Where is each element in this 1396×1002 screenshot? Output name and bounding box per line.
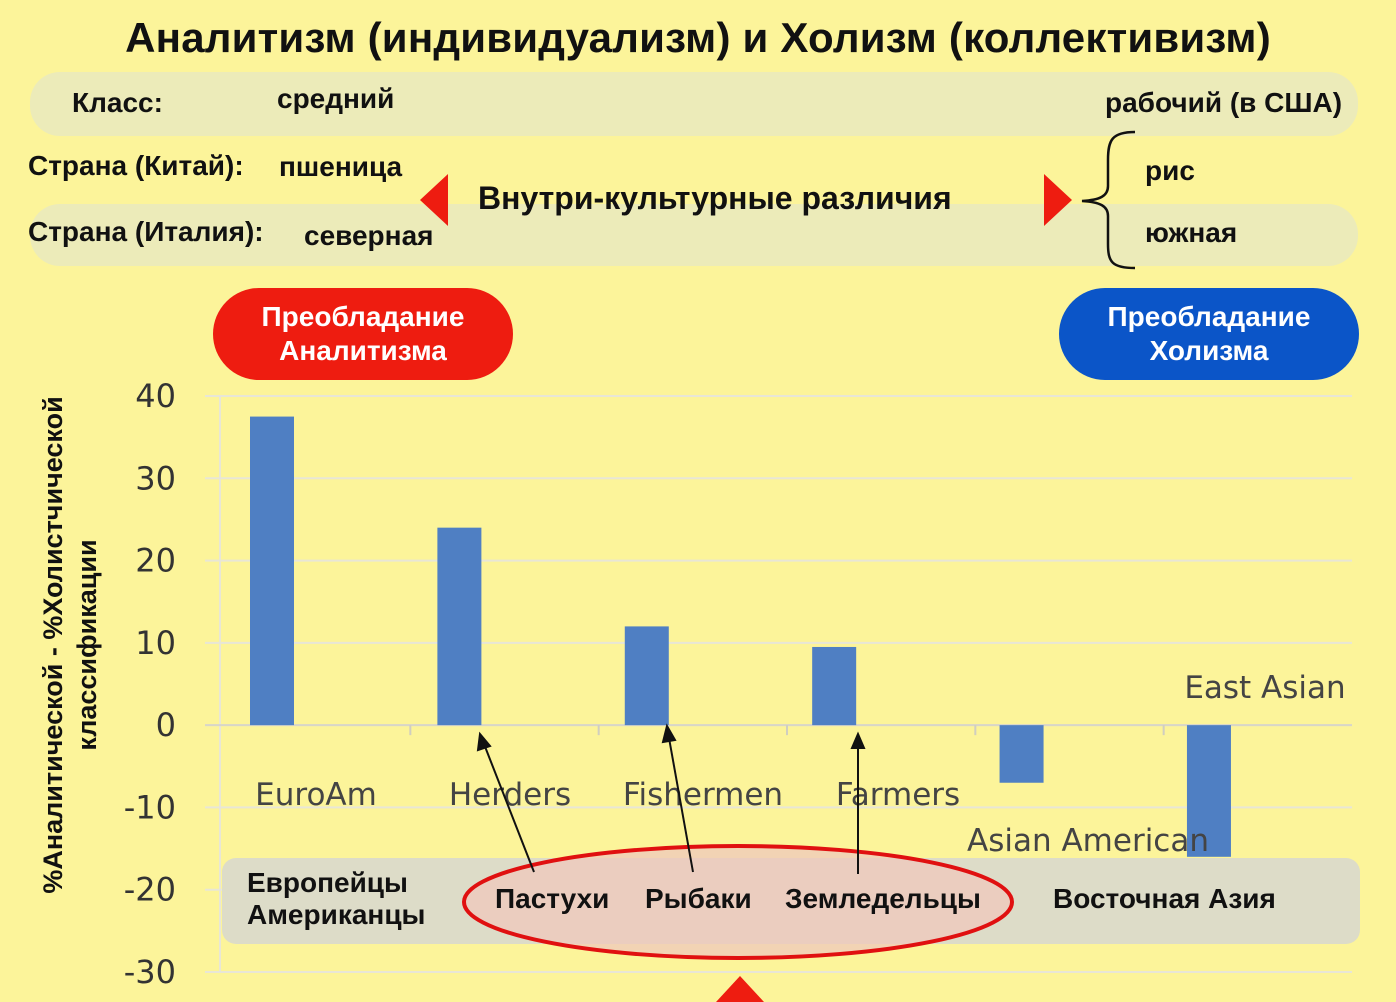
bar-herders [437, 527, 482, 726]
group-euro-line1: Европейцы [247, 867, 408, 898]
herders-pointer-arrowhead [476, 731, 492, 752]
group-herders: Пастухи [495, 883, 610, 914]
bar-asian-american [999, 725, 1044, 783]
category-label: EuroAm [255, 777, 377, 813]
category-label: Farmers [836, 777, 960, 813]
class-band [30, 72, 1358, 136]
brace-icon [1081, 130, 1136, 270]
group-fishers: Рыбаки [645, 883, 752, 914]
y-tick-label: -30 [124, 953, 176, 991]
category-label: East Asian [1184, 670, 1345, 706]
fishers-pointer-line [668, 737, 694, 873]
italy-right-value: южная [1145, 217, 1238, 248]
farmers-pointer-arrowhead [850, 731, 866, 749]
china-left-value: пшеница [279, 151, 403, 182]
y-tick-label: 30 [135, 459, 176, 497]
class-label: Класс: [72, 87, 163, 118]
herders-pointer-line [483, 743, 535, 873]
bar-east-asian [1186, 725, 1231, 857]
analytic-badge-line1: Преобладание [261, 301, 465, 332]
right-arrow-icon [1044, 174, 1072, 226]
analytic-badge-line2: Аналитизма [279, 335, 447, 366]
bottom-arrow-icon [716, 976, 764, 1002]
china-right-value: рис [1145, 155, 1195, 186]
group-euro-line2: Американцы [247, 899, 426, 930]
analytic-dominance-badge: Преобладание Аналитизма [213, 288, 513, 380]
group-farmers: Земледельцы [785, 883, 981, 914]
bar-farmers [812, 646, 857, 726]
group-east-asia: Восточная Азия [1053, 883, 1276, 914]
class-right-value: рабочий (в США) [1105, 87, 1343, 118]
y-tick-label: 0 [156, 706, 176, 744]
italy-band [30, 204, 1358, 266]
left-arrow-icon [420, 174, 448, 226]
italy-left-value: северная [304, 220, 434, 251]
y-tick-label: 10 [135, 624, 176, 662]
bar-fishermen [624, 626, 669, 726]
intra-cultural-label: Внутри-культурные различия [478, 180, 952, 216]
fishers-pointer-arrowhead [661, 723, 677, 744]
holistic-badge-line2: Холизма [1149, 335, 1269, 366]
italy-label: Страна (Италия): [28, 216, 264, 247]
y-tick-label: 40 [135, 377, 176, 415]
y-tick-label: 20 [135, 542, 176, 580]
category-label: Asian American [967, 823, 1209, 859]
y-tick-label: -10 [124, 788, 176, 826]
occupation-highlight-ellipse [462, 844, 1014, 960]
y-tick-label: -20 [124, 871, 176, 909]
page-title: Аналитизм (индивидуализм) и Холизм (колл… [125, 14, 1271, 61]
class-left-value: средний [277, 83, 395, 114]
china-label: Страна (Китай): [28, 150, 244, 181]
bar-euroam [250, 416, 294, 726]
category-label: Fishermen [623, 777, 783, 813]
holistic-badge-line1: Преобладание [1107, 301, 1311, 332]
category-label: Herders [449, 777, 571, 813]
holistic-dominance-badge: Преобладание Холизма [1059, 288, 1359, 380]
